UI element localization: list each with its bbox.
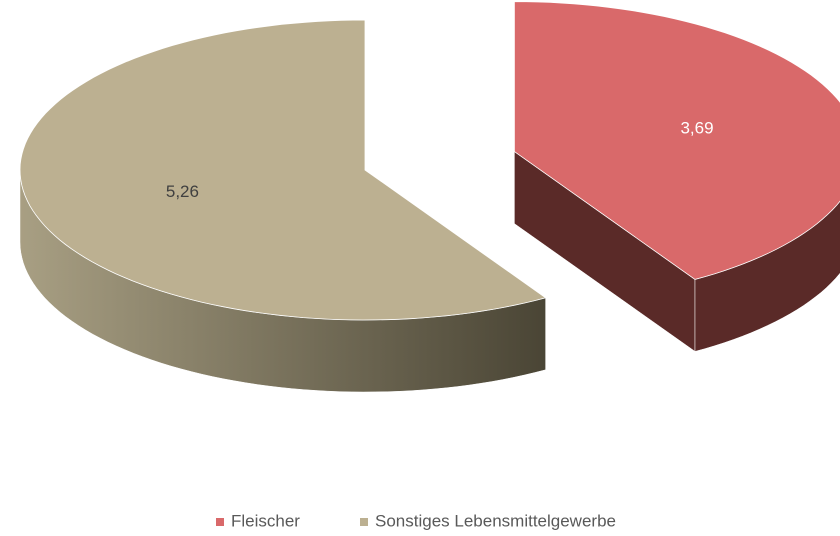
slice: [514, 1, 840, 280]
slice: [19, 19, 547, 321]
legend-label: Sonstiges Lebensmittelgewerbe: [375, 511, 616, 530]
legend-swatch: [360, 518, 368, 526]
legend-swatch: [216, 518, 224, 526]
data-label: 3,69: [680, 119, 713, 138]
legend-label: Fleischer: [231, 511, 300, 530]
data-label: 5,26: [166, 182, 199, 201]
